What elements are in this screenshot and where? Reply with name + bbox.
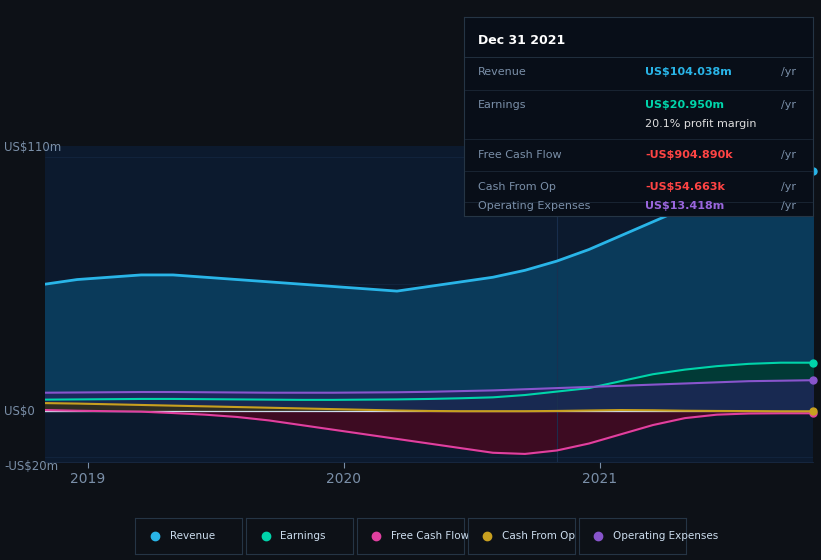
- Text: Revenue: Revenue: [170, 531, 215, 541]
- Text: Operating Expenses: Operating Expenses: [613, 531, 718, 541]
- Text: US$13.418m: US$13.418m: [645, 200, 725, 211]
- Text: Earnings: Earnings: [281, 531, 326, 541]
- Text: Operating Expenses: Operating Expenses: [478, 200, 590, 211]
- Text: Earnings: Earnings: [478, 100, 526, 110]
- Text: Cash From Op: Cash From Op: [502, 531, 576, 541]
- Text: Revenue: Revenue: [478, 67, 526, 77]
- Text: /yr: /yr: [782, 100, 796, 110]
- Text: /yr: /yr: [782, 200, 796, 211]
- Text: Free Cash Flow: Free Cash Flow: [478, 150, 562, 160]
- Text: Free Cash Flow: Free Cash Flow: [392, 531, 470, 541]
- Text: /yr: /yr: [782, 67, 796, 77]
- Text: -US$54.663k: -US$54.663k: [645, 182, 725, 192]
- Text: /yr: /yr: [782, 150, 796, 160]
- Text: US$20.950m: US$20.950m: [645, 100, 724, 110]
- Text: Dec 31 2021: Dec 31 2021: [478, 34, 565, 47]
- Text: US$104.038m: US$104.038m: [645, 67, 732, 77]
- Text: US$110m: US$110m: [4, 141, 62, 155]
- Text: /yr: /yr: [782, 182, 796, 192]
- Text: 20.1% profit margin: 20.1% profit margin: [645, 119, 757, 129]
- Text: -US$20m: -US$20m: [4, 460, 58, 473]
- Text: Cash From Op: Cash From Op: [478, 182, 556, 192]
- Text: US$0: US$0: [4, 405, 34, 418]
- Text: -US$904.890k: -US$904.890k: [645, 150, 733, 160]
